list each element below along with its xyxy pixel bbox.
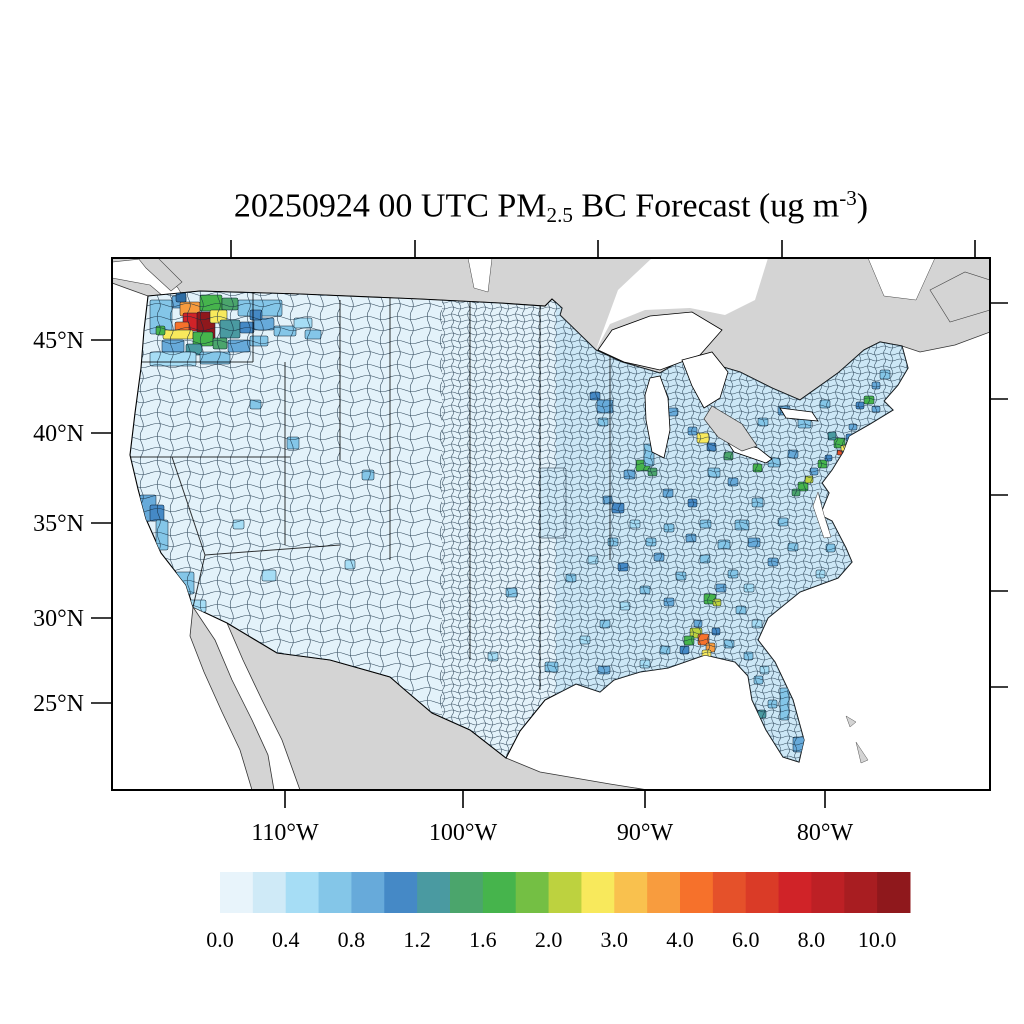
title-text: 20250924 00 UTC PM	[233, 187, 547, 225]
figure-title: 20250924 00 UTC PM2.5 BC Forecast (ug m-…	[112, 186, 990, 228]
colorbar-segment	[581, 872, 615, 913]
colorbar-segment	[515, 872, 550, 913]
chesapeake-bay-water	[812, 491, 832, 539]
lat-tick-label: 35°N	[33, 511, 84, 537]
lat-tick-label: 45°N	[33, 328, 84, 354]
colorbar-tick-label: 10.0	[858, 927, 897, 952]
baja-california	[189, 605, 275, 789]
colorbar-segment	[647, 872, 681, 913]
colorbar-tick-label: 2.0	[535, 927, 563, 952]
colorbar-segment	[844, 872, 878, 913]
colorbar-tick-label: 1.6	[469, 927, 497, 952]
colorbar-tick-label: 1.2	[403, 927, 431, 952]
colorbar-tick-label: 0.4	[272, 927, 300, 952]
colorbar-tick-label: 0.8	[338, 927, 366, 952]
colorbar-segment	[548, 872, 582, 913]
ontario-peninsula	[703, 405, 758, 452]
title-text-end: )	[856, 187, 869, 225]
superior-north-water	[596, 259, 768, 350]
title-subscript: 2.5	[546, 202, 573, 227]
bahamas-islands	[845, 715, 869, 764]
nova-scotia	[929, 271, 989, 323]
colorbar-tick-label: 0.0	[206, 927, 234, 952]
lake-michigan	[644, 375, 671, 459]
lat-tick-label: 40°N	[33, 421, 84, 447]
colorbar-segment	[384, 872, 418, 913]
colorbar-segment	[252, 872, 287, 913]
colorbar-segment	[285, 872, 320, 913]
title-superscript: -3	[839, 186, 857, 210]
map-frame	[111, 257, 991, 791]
gulf-st-lawrence-water	[868, 259, 935, 301]
lat-tick-label: 25°N	[33, 691, 84, 717]
lake-ontario	[779, 407, 819, 422]
colorbar-segment	[745, 872, 780, 913]
colorbar-tick-label: 8.0	[798, 927, 826, 952]
lon-tick-label: 80°W	[797, 820, 854, 846]
lon-tick-label: 110°W	[251, 820, 319, 846]
vancouver-island	[138, 259, 183, 292]
colorbar-segment	[450, 872, 484, 913]
lat-tick-label: 30°N	[33, 606, 84, 632]
lake-winnipeg-water	[467, 259, 493, 293]
colorbar-tick-label: 6.0	[732, 927, 760, 952]
lon-tick-label: 90°W	[617, 820, 674, 846]
state-borders	[130, 292, 611, 690]
lake-huron	[681, 351, 729, 409]
colorbar-segment	[482, 872, 517, 913]
axis-ticks: 45°N 40°N 35°N 30°N 25°N 110°W 100°W 90°W 80°W	[33, 240, 1008, 846]
title-text-mid: BC Forecast (ug m	[572, 187, 840, 225]
colorbar-segment	[778, 872, 812, 913]
great-lakes	[597, 311, 819, 464]
lon-tick-label: 100°W	[429, 820, 498, 846]
colorbar-segment	[351, 872, 385, 913]
colorbar-segment	[318, 872, 352, 913]
lake-superior	[597, 311, 723, 371]
colorbar-segment	[680, 872, 714, 913]
colorbar-legend: 0.0 0.4 0.8 1.2 1.6 2.0 3.0 4.0 6.0 8.0 10.0	[206, 872, 911, 952]
colorbar-segment	[712, 872, 747, 913]
colorbar-segment	[811, 872, 845, 913]
colorbar-segment	[417, 872, 451, 913]
colorbar-segment	[877, 872, 911, 913]
colorbar-tick-label: 4.0	[666, 927, 694, 952]
colorbar-segment	[614, 872, 648, 913]
colorbar-tick-label: 3.0	[601, 927, 629, 952]
colorbar-segment	[220, 872, 254, 913]
